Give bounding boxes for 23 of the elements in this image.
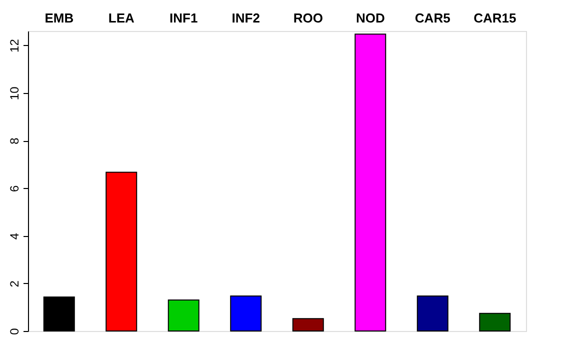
bar — [43, 296, 75, 332]
y-tick-label: 2 — [8, 280, 22, 288]
x-tick-label: NOD — [356, 10, 385, 26]
y-tick-label: 10 — [8, 86, 22, 100]
y-tick-label: 8 — [8, 137, 22, 144]
x-tick-label: INF1 — [170, 10, 198, 26]
bar — [416, 296, 448, 332]
x-tick-label: LEA — [108, 10, 135, 26]
y-tick-label: 12 — [8, 38, 22, 52]
x-tick-label: CAR15 — [474, 10, 516, 26]
bar — [479, 312, 511, 332]
x-tick-label: EMB — [44, 10, 74, 26]
bar — [292, 318, 324, 332]
y-tick-label: 6 — [8, 184, 22, 192]
x-tick-label: ROO — [293, 10, 323, 26]
y-tick-label: 0 — [8, 328, 22, 335]
bar — [230, 296, 262, 332]
bar — [354, 34, 386, 332]
x-tick-label: INF2 — [232, 10, 260, 26]
bar — [106, 172, 138, 332]
y-tick-label: 4 — [8, 232, 22, 240]
x-tick-label: CAR5 — [414, 10, 450, 26]
bar — [168, 300, 200, 332]
